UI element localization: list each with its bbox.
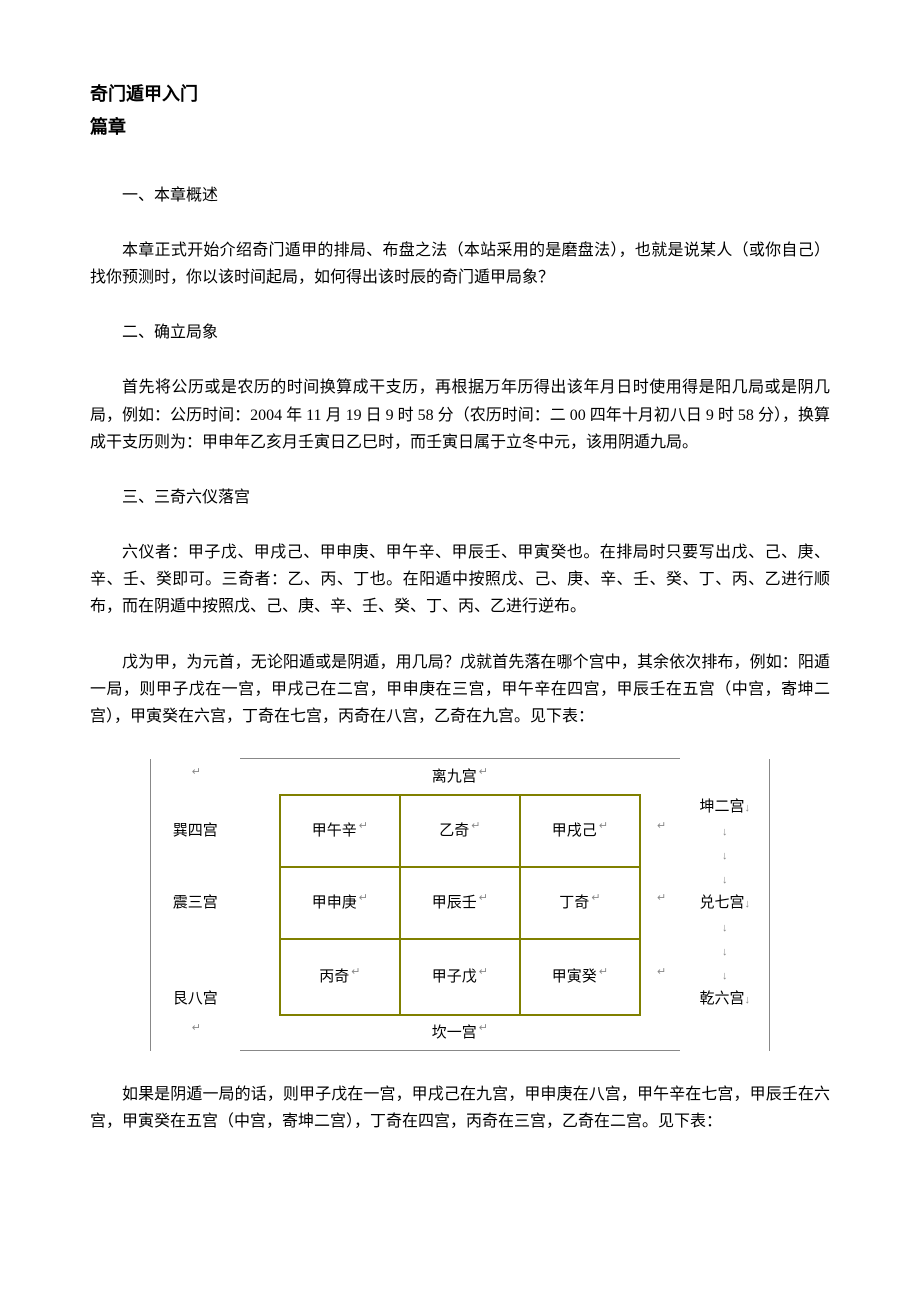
section-1-paragraph-1: 本章正式开始介绍奇门遁甲的排局、布盘之法（本站采用的是磨盘法），也就是说某人（或…	[90, 237, 830, 291]
diagram-stub-r3: ↵	[640, 939, 680, 1015]
nine-palace-diagram: ↵ 离九宫↵ 巽四宫 甲午辛↵ 乙奇↵ 甲戌己↵ ↵ 坤二宫↓↓↓ 震三宫 甲申…	[150, 758, 770, 1051]
section-3-heading: 三、三奇六仪落宫	[90, 484, 830, 511]
diagram-cell-1-0: 甲申庚↵	[280, 867, 400, 939]
diagram-left-label-2: 震三宫	[151, 867, 240, 939]
diagram-corner-br	[680, 1015, 769, 1051]
diagram-left-label-1: 巽四宫	[151, 795, 240, 867]
diagram-right-label-1: 坤二宫↓↓↓	[680, 795, 769, 867]
section-3-paragraph-1: 六仪者：甲子戊、甲戌己、甲申庚、甲午辛、甲辰壬、甲寅癸也。在排局时只要写出戊、己…	[90, 539, 830, 621]
section-3-paragraph-3: 如果是阴遁一局的话，则甲子戊在一宫，甲戌己在九宫，甲申庚在八宫，甲午辛在七宫，甲…	[90, 1081, 830, 1135]
diagram-cell-0-0: 甲午辛↵	[280, 795, 400, 867]
diagram-corner-tl: ↵	[151, 759, 240, 795]
diagram-stub-r2: ↵	[640, 867, 680, 939]
section-2-paragraph-1: 首先将公历或是农历的时间换算成干支历，再根据万年历得出该年月日时使用得是阳几局或…	[90, 374, 830, 456]
document-title-line2: 篇章	[90, 113, 830, 142]
document-title-line1: 奇门遁甲入门	[90, 80, 830, 109]
diagram-right-label-2: ↓兑七宫↓↓	[680, 867, 769, 939]
diagram-stub-r1: ↵	[640, 795, 680, 867]
diagram-cell-2-2: 甲寅癸↵	[520, 939, 640, 1015]
section-2-heading: 二、确立局象	[90, 319, 830, 346]
diagram-corner-tr	[680, 759, 769, 795]
diagram-right-label-3: ↓↓乾六宫↓	[680, 939, 769, 1015]
diagram-bottom-label: 坎一宫↵	[280, 1015, 640, 1051]
nine-palace-table: ↵ 离九宫↵ 巽四宫 甲午辛↵ 乙奇↵ 甲戌己↵ ↵ 坤二宫↓↓↓ 震三宫 甲申…	[150, 758, 770, 1051]
diagram-cell-0-2: 甲戌己↵	[520, 795, 640, 867]
section-1-heading: 一、本章概述	[90, 182, 830, 209]
section-3-paragraph-2: 戊为甲，为元首，无论阳遁或是阴遁，用几局？戊就首先落在哪个宫中，其余依次排布，例…	[90, 649, 830, 731]
diagram-cell-2-1: 甲子戊↵	[400, 939, 520, 1015]
diagram-left-label-3: 艮八宫	[151, 939, 240, 1015]
diagram-cell-1-2: 丁奇↵	[520, 867, 640, 939]
diagram-corner-bl: ↵	[151, 1015, 240, 1051]
diagram-cell-1-1: 甲辰壬↵	[400, 867, 520, 939]
diagram-cell-2-0: 丙奇↵	[280, 939, 400, 1015]
diagram-top-label: 离九宫↵	[280, 759, 640, 795]
diagram-cell-0-1: 乙奇↵	[400, 795, 520, 867]
